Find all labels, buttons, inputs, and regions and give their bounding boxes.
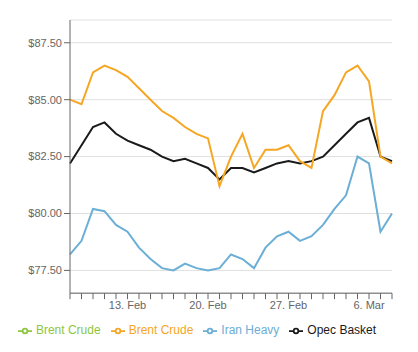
svg-text:27. Feb: 27. Feb — [270, 299, 307, 311]
svg-text:20. Feb: 20. Feb — [189, 299, 226, 311]
svg-text:$80.00: $80.00 — [28, 207, 62, 219]
html-text:Brent Crude: Brent Crude — [35, 323, 101, 338]
html-text:Brent Crude: Brent Crude — [128, 323, 194, 338]
svg-text:$87.50: $87.50 — [28, 37, 62, 49]
svg-text:$82.50: $82.50 — [28, 150, 62, 162]
svg-text:$85.00: $85.00 — [28, 94, 62, 106]
html-text:Opec Basket: Opec Basket — [307, 323, 377, 338]
svg-text:6. Mar: 6. Mar — [353, 299, 385, 311]
svg-text:$77.50: $77.50 — [28, 264, 62, 276]
html-text:Iran Heavy: Iran Heavy — [221, 323, 280, 338]
svg-text:13. Feb: 13. Feb — [109, 299, 146, 311]
